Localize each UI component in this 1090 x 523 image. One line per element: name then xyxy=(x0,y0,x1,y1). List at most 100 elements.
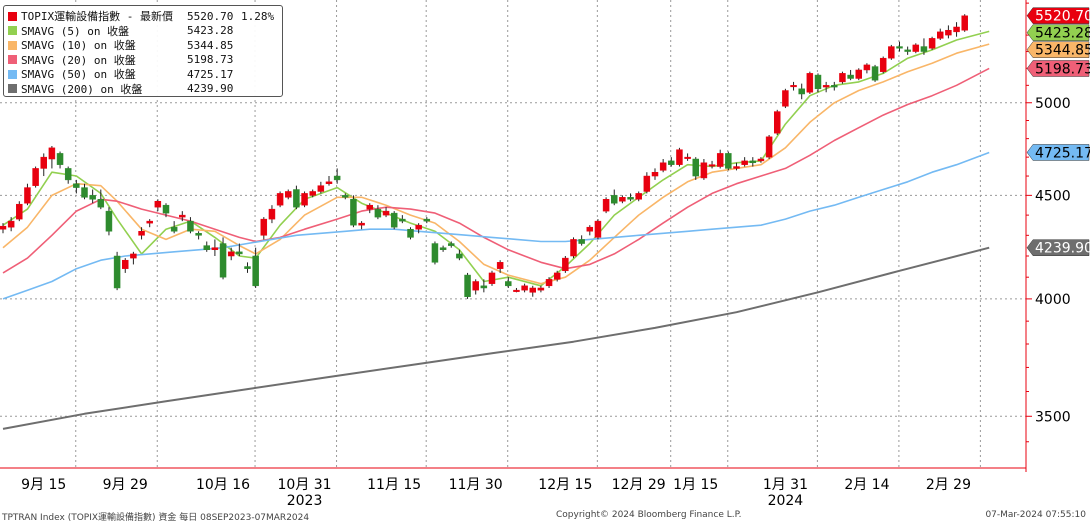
legend-value: 5344.85 xyxy=(187,38,234,52)
candle-body xyxy=(472,281,479,291)
candle-body xyxy=(545,279,553,287)
footer-copyright: Copyright© 2024 Bloomberg Finance L.P. xyxy=(556,510,742,520)
candle-body xyxy=(24,187,31,204)
legend-swatch-price xyxy=(8,11,17,21)
candle-body xyxy=(16,203,23,220)
candle-body xyxy=(488,272,496,284)
price-label-text: 5423.28 xyxy=(1035,26,1090,42)
legend-item-sma50: SMAVG (50) on 收盤 4725.17 xyxy=(8,67,278,82)
legend-value: 4725.17 xyxy=(187,67,234,81)
legend-item-sma20: SMAVG (20) on 收盤 5198.73 xyxy=(8,53,278,68)
candle-body xyxy=(659,162,667,171)
candle-body xyxy=(611,195,618,204)
candle-body xyxy=(733,166,740,169)
legend-value: 5423.28 xyxy=(187,24,234,38)
candle-body xyxy=(203,245,210,251)
candle-body xyxy=(521,285,528,291)
price-label-text: 4725.17 xyxy=(1035,145,1090,161)
legend-swatch-sma5 xyxy=(8,26,17,36)
legend-item-sma200: SMAVG (200) on 收盤 4239.90 xyxy=(8,82,278,97)
x-year-label: 2024 xyxy=(768,493,804,509)
candle-body xyxy=(431,243,439,263)
candle-body xyxy=(146,220,153,224)
candle-body xyxy=(725,153,732,169)
price-label-box xyxy=(1026,144,1090,161)
candle-body xyxy=(276,193,284,206)
x-tick-label: 11月 30 xyxy=(449,477,503,493)
candle-body xyxy=(130,253,137,259)
candle-body xyxy=(749,160,757,164)
price-label: 5198.73 xyxy=(1026,60,1090,77)
x-year-label: 2023 xyxy=(287,493,323,509)
candle-body xyxy=(448,243,455,246)
price-label-box xyxy=(1026,7,1090,24)
candle-body xyxy=(423,218,431,222)
candle-body xyxy=(407,228,414,238)
candle-body xyxy=(529,287,536,293)
candle-body xyxy=(570,239,577,257)
price-label-text: 5344.85 xyxy=(1035,43,1090,59)
candle-body xyxy=(513,289,520,292)
candle-body xyxy=(700,162,708,179)
candle-body xyxy=(578,239,585,244)
candle-body xyxy=(822,85,830,88)
candle-body xyxy=(342,195,349,198)
candle-body xyxy=(301,193,308,206)
legend: TOPIX運輸設備指數 - 最新價 5520.70 1.28% SMAVG (5… xyxy=(3,5,283,97)
candle-body xyxy=(81,187,88,198)
candle-body xyxy=(496,262,504,269)
candle-body xyxy=(684,156,691,159)
price-label-text: 5198.73 xyxy=(1035,61,1090,77)
candle-body xyxy=(179,214,186,218)
candle-body xyxy=(505,281,512,287)
candle-body xyxy=(89,195,96,200)
candle-body xyxy=(961,15,968,31)
legend-value: 5198.73 xyxy=(187,53,234,67)
candle-body xyxy=(195,233,202,236)
candle-body xyxy=(937,31,944,39)
y-tick-label: 3500 xyxy=(1035,409,1071,425)
candle-body xyxy=(716,153,724,167)
candle-body xyxy=(871,66,879,81)
footer-timestamp: 07-Mar-2024 07:55:10 xyxy=(985,510,1086,520)
candle-body xyxy=(350,199,357,226)
legend-label: SMAVG (5) on 收盤 xyxy=(21,24,130,38)
candle-body xyxy=(187,220,194,232)
candle-body xyxy=(309,191,316,196)
price-label-box xyxy=(1026,60,1090,77)
candle-body xyxy=(252,255,259,287)
price-label-text: 5520.70 xyxy=(1035,9,1090,25)
candle-body xyxy=(782,90,789,107)
price-label: 5520.70 xyxy=(1026,7,1090,25)
candle-body xyxy=(390,212,398,228)
candle-body xyxy=(415,224,422,230)
price-label: 5423.28 xyxy=(1026,24,1090,42)
x-tick-label: 9月 29 xyxy=(103,477,148,493)
legend-value: 4239.90 xyxy=(187,82,234,96)
x-tick-label: 1月 15 xyxy=(673,477,718,493)
candle-body xyxy=(553,272,561,280)
price-label-box xyxy=(1026,24,1090,41)
x-tick-label: 12月 29 xyxy=(612,477,666,493)
candle-body xyxy=(692,158,699,177)
candle-body xyxy=(40,156,47,169)
candle-body xyxy=(480,285,488,289)
candle-body xyxy=(814,74,822,90)
candle-body xyxy=(244,266,251,269)
candle-body xyxy=(757,158,765,162)
footer-source: TPTRAN Index (TOPIX運輸設備指數) 資金 每日 08SEP20… xyxy=(2,513,310,523)
y-tick-label: 4000 xyxy=(1035,292,1071,308)
candle-body xyxy=(741,160,748,165)
candle-body xyxy=(138,231,145,236)
x-tick-label: 1月 31 xyxy=(763,477,808,493)
sma-line xyxy=(2,246,990,430)
candle-body xyxy=(847,74,854,79)
candle-body xyxy=(219,243,227,278)
candle-body xyxy=(562,257,569,272)
candle-body xyxy=(855,69,862,79)
candle-body xyxy=(268,208,276,220)
price-label: 4725.17 xyxy=(1026,144,1090,161)
price-label: 5344.85 xyxy=(1026,41,1090,59)
legend-item-sma5: SMAVG (5) on 收盤 5423.28 xyxy=(8,24,278,39)
candle-body xyxy=(806,73,814,93)
